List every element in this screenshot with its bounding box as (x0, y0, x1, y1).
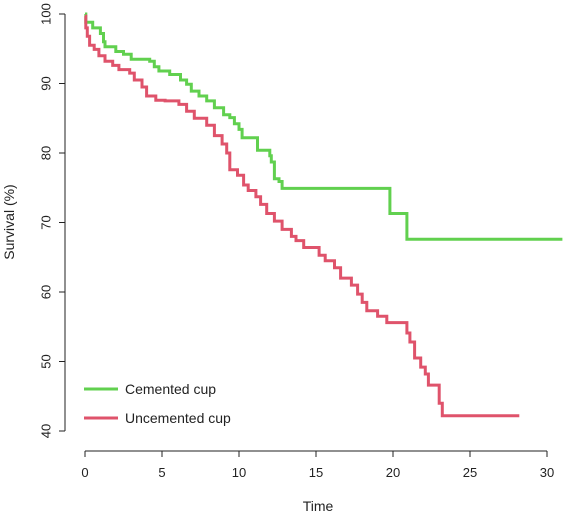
x-tick-label: 15 (309, 465, 323, 480)
axes: 40 50 60 70 80 90 100 0 5 10 15 20 25 30 (39, 3, 555, 480)
y-tick-label: 60 (39, 285, 54, 299)
x-tick-label: 0 (81, 465, 88, 480)
x-tick-label: 5 (158, 465, 165, 480)
series-uncemented-line (84, 14, 520, 418)
y-axis-title: Survival (%) (1, 184, 17, 259)
y-tick-label: 50 (39, 354, 54, 368)
y-tick-label: 40 (39, 424, 54, 438)
legend-label: Uncemented cup (125, 410, 231, 426)
series-layer (84, 12, 563, 418)
x-axis-title: Time (303, 498, 334, 514)
y-tick-label: 100 (39, 3, 54, 25)
x-tick-label: 10 (232, 465, 246, 480)
y-tick-label: 80 (39, 146, 54, 160)
y-tick-label: 70 (39, 215, 54, 229)
legend: Cemented cup Uncemented cup (84, 381, 231, 426)
x-tick-label: 20 (386, 465, 400, 480)
x-tick-label: 25 (463, 465, 477, 480)
x-tick-label: 30 (540, 465, 554, 480)
series-cemented-line (84, 12, 563, 241)
y-tick-label: 90 (39, 76, 54, 90)
legend-label: Cemented cup (125, 381, 216, 397)
